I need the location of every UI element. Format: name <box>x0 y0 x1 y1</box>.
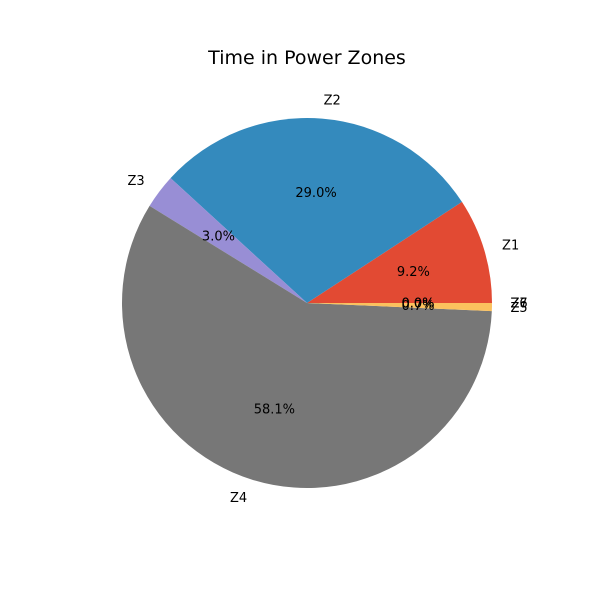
slice-label-z5: Z5 <box>510 301 527 316</box>
slice-label-z1: Z1 <box>502 238 519 253</box>
pie-slice-z2 <box>170 117 462 304</box>
slice-label-z4: Z4 <box>230 491 247 506</box>
slice-pct-z1: 9.2% <box>397 265 430 280</box>
slice-pct-z3: 3.0% <box>202 230 235 245</box>
pie-slice-z1 <box>307 201 492 303</box>
slice-pct-z6: 0.0% <box>401 297 434 312</box>
slice-label-z7: Z7 <box>511 297 528 312</box>
pie-labels: Z1 9.2% Z2 29.0% Z3 3.0% Z4 58.1% Z5 0.7% Z6 0.0% Z7… <box>127 94 527 506</box>
pie-slice-z3 <box>149 178 307 303</box>
slice-label-z3: Z3 <box>127 174 144 189</box>
pie-slices <box>122 117 492 488</box>
slice-pct-z7: 0.0% <box>401 297 434 312</box>
slice-label-z6: Z6 <box>511 297 528 312</box>
slice-pct-z4: 58.1% <box>254 403 295 418</box>
slice-label-z2: Z2 <box>324 94 341 109</box>
chart-title: Time in Power Zones <box>207 47 406 69</box>
pie-slice-z5 <box>307 303 492 312</box>
slice-pct-z2: 29.0% <box>295 186 336 201</box>
pie-slice-z4 <box>122 205 492 488</box>
slice-pct-z5: 0.7% <box>401 299 434 314</box>
